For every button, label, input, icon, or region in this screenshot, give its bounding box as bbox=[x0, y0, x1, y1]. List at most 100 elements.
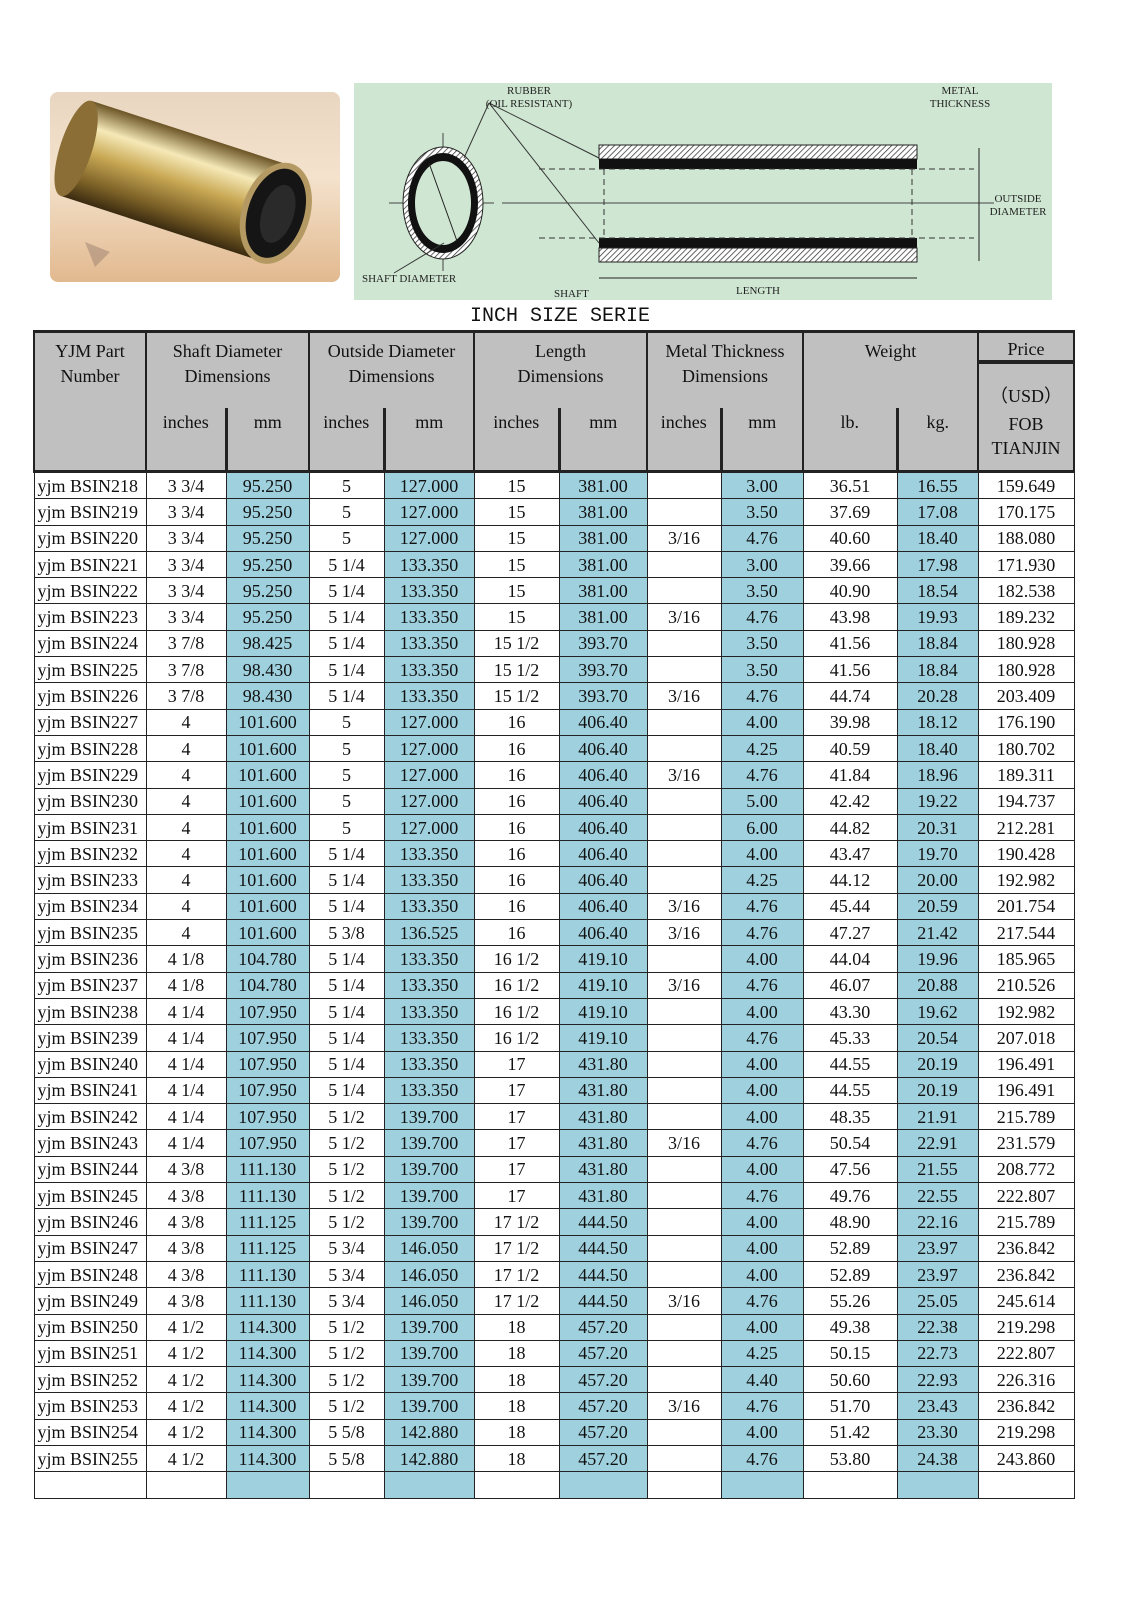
header-length-mm: mm bbox=[557, 408, 648, 473]
cell-metal-inches bbox=[646, 1103, 722, 1131]
table-row: yjm BSIN237 4 1/8 104.780 5 1/4 133.350 16 1/… bbox=[33, 971, 1075, 999]
cell-metal-inches bbox=[646, 470, 722, 500]
cell-weight-lb: 53.80 bbox=[802, 1444, 898, 1473]
cell-weight-kg: 20.88 bbox=[896, 971, 979, 999]
cell-shaft-inches: 4 1/4 bbox=[145, 1103, 227, 1131]
cell-length-mm: 406.40 bbox=[558, 892, 648, 921]
cell-part-number: yjm BSIN235 bbox=[33, 919, 147, 947]
cell-metal-inches: 3/16 bbox=[646, 1287, 722, 1315]
cell-shaft-mm: 107.950 bbox=[225, 1024, 310, 1052]
cell-shaft-inches: 4 bbox=[145, 813, 227, 842]
cell-metal-mm: 4.25 bbox=[720, 734, 804, 763]
cell-od-mm: 139.700 bbox=[383, 1103, 475, 1131]
cell-metal-mm: 4.00 bbox=[720, 1234, 804, 1262]
cell-length-inches: 15 bbox=[473, 577, 560, 605]
cell-od-inches: 5 bbox=[308, 524, 385, 552]
cell-part-number: yjm BSIN219 bbox=[33, 498, 147, 526]
cell-part-number: yjm BSIN232 bbox=[33, 840, 147, 868]
cell-weight-kg: 20.59 bbox=[896, 892, 979, 921]
cell-weight-kg: 18.84 bbox=[896, 656, 979, 684]
cell-price: 236.842 bbox=[977, 1260, 1075, 1289]
cell-metal-mm: 4.00 bbox=[720, 1313, 804, 1341]
cell-price: 219.298 bbox=[977, 1418, 1075, 1446]
cell-metal-mm: 4.76 bbox=[720, 1392, 804, 1420]
cell-part-number: yjm BSIN250 bbox=[33, 1313, 147, 1341]
cell-metal-mm: 4.76 bbox=[720, 1129, 804, 1157]
cell-metal-inches bbox=[646, 1024, 722, 1052]
cell-shaft-inches: 4 bbox=[145, 892, 227, 921]
cell-price: 182.538 bbox=[977, 577, 1075, 605]
cell-length-inches: 15 bbox=[473, 470, 560, 500]
cell-od-mm: 127.000 bbox=[383, 734, 475, 763]
table-row: yjm BSIN225 3 7/8 98.430 5 1/4 133.350 15 1/2… bbox=[33, 656, 1075, 684]
cell-length-mm: 393.70 bbox=[558, 629, 648, 658]
cell-od-mm bbox=[383, 1471, 475, 1499]
cell-metal-inches bbox=[646, 1260, 722, 1289]
cell-metal-mm: 4.00 bbox=[720, 1418, 804, 1446]
cell-price: 215.789 bbox=[977, 1208, 1075, 1236]
cell-od-mm: 139.700 bbox=[383, 1339, 475, 1368]
cell-part-number: yjm BSIN239 bbox=[33, 1024, 147, 1052]
cell-length-inches: 18 bbox=[473, 1444, 560, 1473]
table-row: yjm BSIN254 4 1/2 114.300 5 5/8 142.880 18 457… bbox=[33, 1418, 1075, 1446]
cell-od-inches: 5 1/4 bbox=[308, 866, 385, 894]
table-row: yjm BSIN253 4 1/2 114.300 5 1/2 139.700 18 457… bbox=[33, 1392, 1075, 1420]
cell-shaft-mm: 98.425 bbox=[225, 629, 310, 658]
cell-weight-lb: 49.76 bbox=[802, 1182, 898, 1210]
cell-metal-mm: 4.00 bbox=[720, 1208, 804, 1236]
cell-weight-lb: 40.60 bbox=[802, 524, 898, 552]
cell-metal-inches: 3/16 bbox=[646, 603, 722, 631]
table-row: yjm BSIN244 4 3/8 111.130 5 1/2 139.700 17 431… bbox=[33, 1155, 1075, 1184]
cell-metal-inches bbox=[646, 1208, 722, 1236]
cell-od-mm: 127.000 bbox=[383, 761, 475, 789]
cell-length-mm: 406.40 bbox=[558, 787, 648, 815]
cell-price: 217.544 bbox=[977, 919, 1075, 947]
cell-metal-mm: 4.00 bbox=[720, 1155, 804, 1184]
cell-length-mm bbox=[558, 1471, 648, 1499]
cell-weight-lb: 48.90 bbox=[802, 1208, 898, 1236]
cell-weight-lb bbox=[802, 1471, 898, 1499]
cell-od-inches: 5 1/2 bbox=[308, 1129, 385, 1157]
cell-length-inches: 17 1/2 bbox=[473, 1287, 560, 1315]
cell-part-number: yjm BSIN248 bbox=[33, 1260, 147, 1289]
cell-length-inches: 16 bbox=[473, 866, 560, 894]
cell-metal-inches bbox=[646, 1471, 722, 1499]
cell-shaft-inches: 4 1/2 bbox=[145, 1418, 227, 1446]
cell-length-inches: 18 bbox=[473, 1392, 560, 1420]
cell-shaft-mm: 107.950 bbox=[225, 1076, 310, 1105]
cell-od-inches: 5 1/4 bbox=[308, 656, 385, 684]
cell-shaft-inches bbox=[145, 1471, 227, 1499]
cell-weight-lb: 50.60 bbox=[802, 1366, 898, 1394]
header-od-mm: mm bbox=[382, 408, 475, 473]
cell-part-number: yjm BSIN252 bbox=[33, 1366, 147, 1394]
header-part: YJM Part bbox=[33, 330, 147, 362]
cell-metal-mm: 3.50 bbox=[720, 629, 804, 658]
thickness-text: THICKNESS bbox=[929, 98, 991, 110]
header-metal-thickness: Metal Thickness bbox=[646, 330, 804, 362]
cell-metal-mm: 4.76 bbox=[720, 524, 804, 552]
table-row: yjm BSIN219 3 3/4 95.250 5 127.000 15 381.00 3.… bbox=[33, 498, 1075, 526]
cell-od-inches: 5 bbox=[308, 708, 385, 736]
cell-shaft-mm: 111.125 bbox=[225, 1234, 310, 1262]
cell-length-mm: 457.20 bbox=[558, 1418, 648, 1446]
cell-metal-inches: 3/16 bbox=[646, 892, 722, 921]
cell-od-mm: 133.350 bbox=[383, 971, 475, 999]
cell-shaft-inches: 3 3/4 bbox=[145, 470, 227, 500]
cell-metal-inches bbox=[646, 734, 722, 763]
cell-metal-mm: 3.00 bbox=[720, 470, 804, 500]
table-row: yjm BSIN228 4 101.600 5 127.000 16 406.40 4.25 4… bbox=[33, 734, 1075, 763]
cell-metal-mm bbox=[720, 1471, 804, 1499]
header-length-inches: inches bbox=[474, 408, 559, 473]
cell-od-inches: 5 1/4 bbox=[308, 840, 385, 868]
cell-shaft-mm: 95.250 bbox=[225, 550, 310, 579]
cell-metal-inches bbox=[646, 577, 722, 605]
header-weight-sub bbox=[802, 362, 979, 408]
cell-shaft-mm: 101.600 bbox=[225, 734, 310, 763]
table-row: yjm BSIN233 4 101.600 5 1/4 133.350 16 406.40 4… bbox=[33, 866, 1075, 894]
cell-od-mm: 133.350 bbox=[383, 997, 475, 1026]
cell-length-inches: 17 bbox=[473, 1076, 560, 1105]
cell-length-mm: 431.80 bbox=[558, 1182, 648, 1210]
cell-weight-lb: 47.27 bbox=[802, 919, 898, 947]
cell-shaft-inches: 4 bbox=[145, 734, 227, 763]
cell-shaft-inches: 4 1/8 bbox=[145, 971, 227, 999]
